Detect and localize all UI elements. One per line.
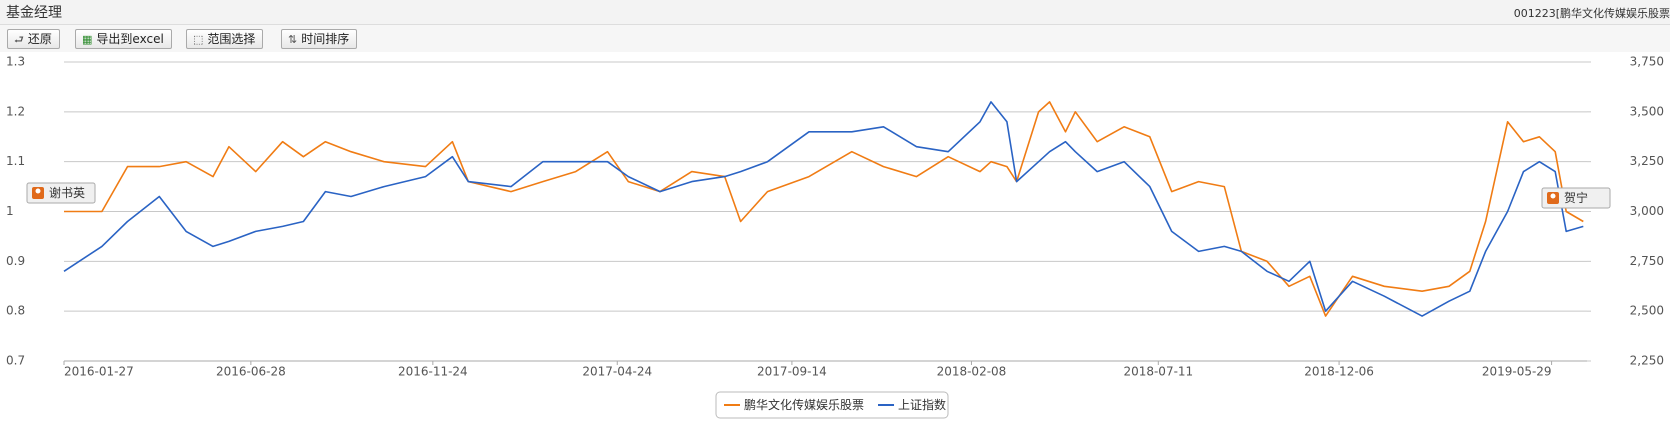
manager-tag: 谢书英 — [26, 182, 96, 204]
x-tick-label: 2018-07-11 — [1123, 365, 1193, 379]
tag-icon-head — [1550, 193, 1556, 199]
export-button[interactable]: ▦ 导出到excel — [75, 29, 172, 49]
y2-tick-label: 2,250 — [1630, 354, 1664, 368]
legend: 鹏华文化传媒娱乐股票 上证指数 — [715, 391, 949, 419]
button-label: 还原 — [27, 32, 52, 46]
fund-name: 001223[鹏华文化传媒娱乐股票 — [1513, 7, 1670, 20]
y2-tick-label: 3,000 — [1630, 204, 1664, 218]
restore-button[interactable]: ⮐ 还原 — [7, 29, 60, 49]
tag-icon-head — [35, 188, 41, 194]
x-tick-label: 2018-02-08 — [937, 365, 1007, 379]
y2-tick-label: 3,500 — [1630, 104, 1664, 118]
button-label: 导出到excel — [96, 32, 164, 46]
manager-name: 贺宁 — [1564, 190, 1588, 205]
y-tick-label: 1.2 — [6, 104, 25, 118]
y2-tick-label: 3,750 — [1630, 55, 1664, 69]
x-tick-label: 2017-04-24 — [582, 365, 652, 379]
series-line — [63, 101, 1584, 317]
legend-label: 鹏华文化传媒娱乐股票 — [744, 397, 864, 412]
y-tick-label: 1 — [6, 204, 14, 218]
y2-tick-label: 2,750 — [1630, 254, 1664, 268]
x-tick-label: 2017-09-14 — [757, 365, 827, 379]
x-tick-label: 2016-01-27 — [64, 365, 134, 379]
manager-name: 谢书英 — [49, 185, 85, 200]
header-title: 基金经理 — [6, 5, 62, 21]
legend-label: 上证指数 — [898, 397, 946, 412]
tag-box — [1541, 187, 1611, 209]
x-tick-label: 2018-12-06 — [1304, 365, 1374, 379]
y-tick-label: 0.7 — [6, 354, 25, 368]
y-tick-label: 0.9 — [6, 254, 25, 268]
x-tick-label: 2016-06-28 — [216, 365, 286, 379]
range-button[interactable]: ⬚ 范围选择 — [186, 29, 264, 49]
button-label: 范围选择 — [207, 32, 256, 46]
x-tick-label: 2019-05-29 — [1482, 365, 1552, 379]
y-tick-label: 1.3 — [6, 55, 25, 69]
x-tick-label: 2016-11-24 — [398, 365, 468, 379]
toolbar: ⮐ 还原 ▦ 导出到excel ⬚ 范围选择 ⇅ 时间排序 — [0, 25, 1670, 52]
y2-tick-label: 3,250 — [1630, 154, 1664, 168]
button-label: 时间排序 — [301, 32, 350, 46]
tag-box — [26, 182, 96, 204]
manager-tag: 贺宁 — [1541, 187, 1611, 209]
series-line — [64, 101, 1584, 317]
header: 基金经理 001223[鹏华文化传媒娱乐股票 — [0, 0, 1670, 25]
y-tick-label: 0.8 — [6, 304, 25, 318]
legend-box — [715, 391, 949, 419]
y2-tick-label: 2,500 — [1630, 304, 1664, 318]
sort-button[interactable]: ⇅ 时间排序 — [281, 29, 358, 49]
y-tick-label: 1.1 — [6, 154, 25, 168]
